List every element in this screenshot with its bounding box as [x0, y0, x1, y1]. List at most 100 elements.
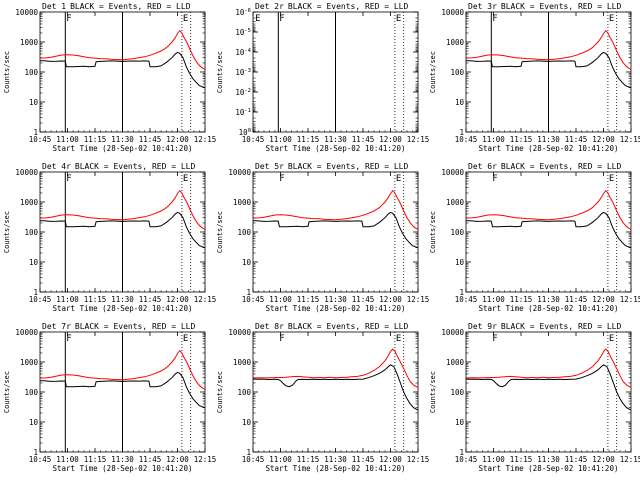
x-tick-label: 11:45: [139, 455, 162, 464]
x-tick-label: 10:45: [29, 135, 52, 144]
y-tick-label: 1000: [233, 198, 252, 207]
marker-label-f: F: [492, 334, 497, 344]
x-tick-label: 11:15: [297, 135, 320, 144]
x-tick-label: 10:45: [242, 135, 265, 144]
y-tick-label: 10000: [441, 328, 464, 337]
marker-label-e: E: [183, 174, 188, 184]
x-tick-label: 12:00: [592, 295, 615, 304]
series-lld: [465, 29, 632, 71]
y-axis-label: Counts/sec: [216, 211, 224, 253]
marker-label-e: E: [396, 14, 401, 24]
x-tick-label: 12:15: [194, 135, 217, 144]
x-tick-label: 11:45: [139, 135, 162, 144]
x-axis-label: Start Time (28-Sep-02 10:41:20): [53, 144, 193, 153]
x-axis-label: Start Time (28-Sep-02 10:41:20): [266, 304, 406, 313]
marker-label-f: F: [492, 174, 497, 184]
x-tick-label: 10:45: [455, 135, 478, 144]
y-axis-label: Counts/sec: [429, 51, 437, 93]
x-tick-label: 11:30: [537, 455, 560, 464]
detector-panel-5: Det 5r BLACK = Events, RED = LLD 1 10 100 100…: [216, 162, 429, 313]
y-tick-label: 1: [246, 448, 251, 457]
y-tick-label: 10: [242, 418, 252, 427]
x-tick-label: 12:15: [194, 295, 217, 304]
x-axis-label: Start Time (28-Sep-02 10:41:20): [479, 464, 619, 473]
y-tick-label: 10000: [228, 328, 251, 337]
x-tick-label: 11:30: [111, 135, 134, 144]
panel-title: Det 3r BLACK = Events, RED = LLD: [468, 2, 622, 11]
x-tick-label: 10:45: [455, 295, 478, 304]
x-tick-label: 11:15: [297, 295, 320, 304]
x-tick-label: 12:00: [166, 135, 189, 144]
x-tick-label: 11:45: [565, 455, 588, 464]
x-tick-label: 12:15: [407, 295, 430, 304]
x-tick-label: 11:00: [482, 455, 505, 464]
x-tick-label: 11:30: [324, 135, 347, 144]
marker-label-f: F: [279, 14, 284, 24]
panel-title: Det 8r BLACK = Events, RED = LLD: [255, 322, 409, 331]
y-tick-label: 1000: [446, 38, 465, 47]
series-lld: [465, 348, 632, 389]
x-tick-label: 11:00: [482, 135, 505, 144]
y-tick-label: 1000: [233, 358, 252, 367]
y-tick-label: 100: [24, 228, 38, 237]
x-tick-label: 11:45: [139, 295, 162, 304]
x-tick-label: 11:15: [84, 135, 107, 144]
y-tick-label: 10000: [15, 8, 38, 17]
x-tick-label: 11:30: [111, 295, 134, 304]
y-axis-label: Counts/sec: [216, 51, 224, 93]
series-lld: [39, 189, 206, 231]
y-tick-label: 10000: [15, 328, 38, 337]
x-tick-label: 11:15: [510, 135, 533, 144]
y-tick-label: 100: [450, 228, 464, 237]
x-tick-label: 11:30: [111, 455, 134, 464]
plot-frame: [465, 171, 632, 293]
y-tick-label: 100: [24, 388, 38, 397]
x-tick-label: 12:00: [379, 455, 402, 464]
y-axis-label: Counts/sec: [3, 371, 11, 413]
y-tick-label: 10: [29, 418, 39, 427]
x-axis-label: Start Time (28-Sep-02 10:41:20): [266, 464, 406, 473]
y-tick-label: 100: [239, 128, 251, 137]
marker-label-f: F: [492, 14, 497, 24]
x-tick-label: 11:00: [482, 295, 505, 304]
panel-title: Det 9r BLACK = Events, RED = LLD: [468, 322, 622, 331]
y-tick-label: 100: [450, 68, 464, 77]
marker-label-f: F: [66, 174, 71, 184]
x-axis-label: Start Time (28-Sep-02 10:41:20): [479, 144, 619, 153]
panel-title: Det 5r BLACK = Events, RED = LLD: [255, 162, 409, 171]
y-tick-label: 10000: [15, 168, 38, 177]
x-tick-label: 12:15: [620, 455, 640, 464]
series-events: [465, 211, 632, 249]
x-tick-label: 12:00: [379, 135, 402, 144]
x-tick-label: 11:30: [537, 295, 560, 304]
x-tick-label: 10:45: [242, 455, 265, 464]
y-tick-label: 10: [242, 258, 252, 267]
x-tick-label: 11:30: [324, 455, 347, 464]
marker-label-f: F: [279, 334, 284, 344]
x-tick-label: 10:45: [29, 295, 52, 304]
x-tick-label: 11:45: [565, 295, 588, 304]
y-tick-label: 10-5: [235, 28, 251, 37]
series-events: [252, 211, 419, 249]
y-axis-label: Counts/sec: [429, 211, 437, 253]
x-tick-label: 12:15: [194, 455, 217, 464]
series-events: [39, 211, 206, 249]
x-tick-label: 11:45: [565, 135, 588, 144]
x-tick-label: 11:30: [537, 135, 560, 144]
x-tick-label: 12:15: [407, 455, 430, 464]
x-axis-label: Start Time (28-Sep-02 10:41:20): [53, 464, 193, 473]
detector-panel-3: Det 3r BLACK = Events, RED = LLD 1 10 100 100…: [429, 2, 640, 153]
y-tick-label: 1: [33, 448, 38, 457]
series-lld: [252, 348, 419, 389]
x-tick-label: 11:45: [352, 135, 375, 144]
x-tick-label: 12:15: [620, 295, 640, 304]
y-tick-label: 1: [459, 448, 464, 457]
x-axis-label: Start Time (28-Sep-02 10:41:20): [53, 304, 193, 313]
series-events: [465, 51, 632, 89]
y-axis-label: Counts/sec: [3, 51, 11, 93]
x-tick-label: 12:00: [166, 455, 189, 464]
y-tick-label: 1: [459, 128, 464, 137]
x-tick-label: 11:15: [510, 295, 533, 304]
